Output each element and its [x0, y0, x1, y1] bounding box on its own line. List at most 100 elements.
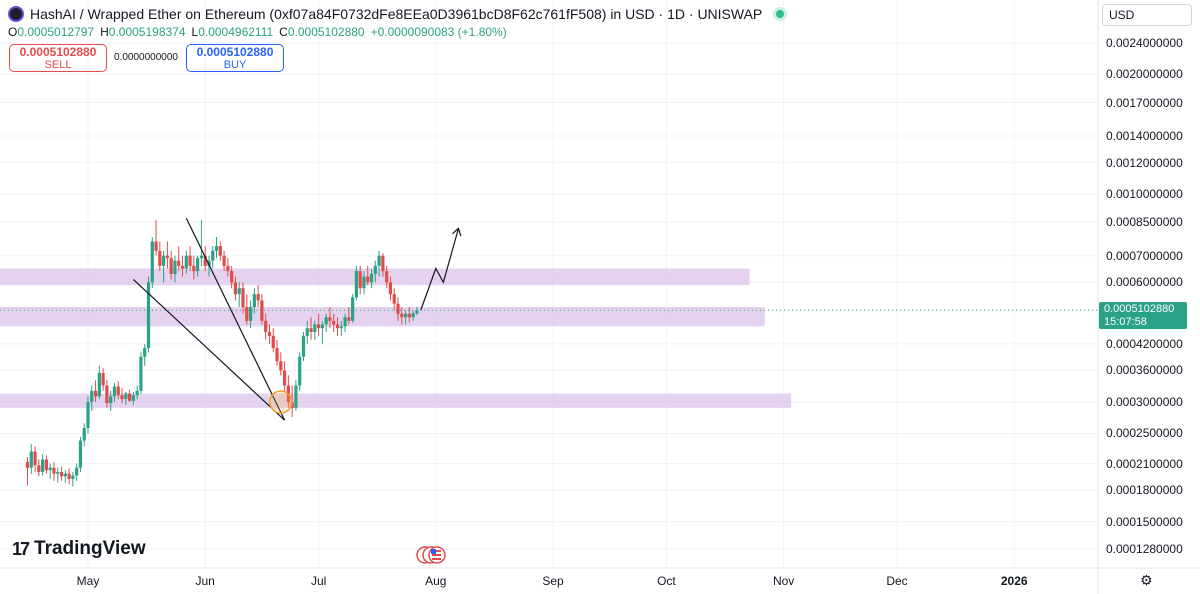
candle-body — [143, 348, 147, 357]
candle-body — [381, 255, 385, 272]
candle-body — [373, 265, 377, 274]
currency-select[interactable]: USD — [1102, 4, 1192, 26]
candle — [109, 390, 113, 411]
candle — [25, 457, 30, 486]
candle — [328, 307, 332, 329]
candle-body — [298, 356, 302, 386]
candle-body — [48, 467, 52, 471]
candle-body — [392, 294, 396, 304]
candle-body — [177, 260, 181, 266]
candle-body — [56, 471, 60, 474]
candle — [93, 380, 98, 402]
candle-body — [226, 265, 230, 272]
tradingview-mark-icon: 17 — [12, 538, 30, 559]
candle-body — [305, 328, 309, 336]
candle — [41, 453, 45, 476]
candle — [135, 385, 139, 400]
ohlc-key-low: L — [191, 25, 199, 39]
candle — [184, 250, 188, 274]
candle — [56, 467, 60, 483]
price-tick-label: 0.0001280000 — [1106, 542, 1183, 556]
candle-body — [124, 393, 128, 400]
buy-button[interactable]: 0.0005102880 BUY — [186, 44, 284, 72]
brand-name: TradingView — [34, 538, 146, 559]
candle-body — [267, 331, 272, 336]
symbol-header[interactable]: HashAI / Wrapped Ether on Ethereum (0xf0… — [8, 6, 785, 22]
candle-body — [192, 265, 196, 272]
candle — [248, 300, 253, 329]
candle — [165, 241, 169, 269]
candle-body — [366, 276, 370, 283]
candle-body — [154, 241, 158, 251]
candle — [44, 455, 49, 474]
candle — [154, 220, 158, 256]
candle — [358, 265, 362, 295]
spread-value: 0.0000000000 — [114, 52, 178, 63]
market-status-icon[interactable] — [776, 10, 785, 18]
trend-line — [132, 279, 285, 421]
candle — [112, 382, 117, 402]
candle — [196, 255, 200, 277]
candle-body — [112, 386, 117, 397]
candle-body — [324, 317, 328, 325]
ohlc-low: 0.0004962111 — [198, 25, 274, 39]
ohlc-change: +0.0000090083 (+1.80%) — [370, 25, 507, 39]
candle — [139, 352, 143, 394]
candle-body — [169, 258, 173, 274]
candle-body — [351, 297, 355, 321]
highlight-circle — [269, 390, 293, 414]
candle-body — [347, 317, 351, 321]
candle-body — [165, 255, 169, 259]
candle — [271, 328, 275, 353]
candle-body — [294, 385, 298, 408]
candle-body — [335, 324, 340, 329]
candle — [162, 250, 166, 283]
candle-body — [396, 303, 400, 314]
drawing-overlays — [0, 217, 1098, 421]
us-flag-events-icon[interactable] — [416, 546, 446, 564]
candle-body — [207, 260, 211, 266]
candle — [381, 253, 385, 277]
projection-path — [420, 228, 460, 311]
candle-body — [97, 372, 101, 397]
candle-body — [369, 273, 374, 283]
candle-body — [75, 467, 79, 476]
candle — [71, 471, 75, 487]
candle-body — [313, 324, 317, 332]
candle — [411, 310, 415, 321]
candle — [143, 343, 147, 366]
candle — [127, 389, 132, 402]
time-tick-label: Sep — [542, 574, 564, 588]
candle-body — [407, 313, 411, 318]
candle — [146, 276, 151, 353]
settings-gear-icon[interactable]: ⚙ — [1140, 572, 1153, 588]
candle-body — [82, 428, 86, 441]
candle — [362, 271, 366, 295]
price-tick-label: 0.0003600000 — [1106, 363, 1183, 378]
candle — [373, 260, 377, 283]
candle-body — [59, 471, 64, 477]
candle-body — [52, 467, 56, 474]
candle — [222, 250, 226, 272]
buy-label: BUY — [223, 59, 247, 71]
time-tick-label: Oct — [657, 574, 676, 588]
candle-body — [320, 324, 324, 329]
sell-button[interactable]: 0.0005102880 SELL — [9, 44, 107, 72]
candle-body — [233, 282, 238, 295]
price-tick-label: 0.0008500000 — [1106, 215, 1183, 230]
candle — [294, 380, 298, 411]
ohlc-close: 0.0005102880 — [287, 25, 365, 39]
candle-body — [105, 385, 109, 404]
candle — [407, 307, 411, 323]
candle-body — [362, 276, 366, 289]
candle — [332, 313, 336, 332]
candle-body — [252, 294, 256, 308]
price-tick-label: 0.0010000000 — [1106, 187, 1183, 202]
candle — [101, 368, 105, 391]
candle — [188, 246, 192, 272]
candle-body — [109, 396, 113, 404]
price-tick-label: 0.0007000000 — [1106, 248, 1183, 263]
candle-body — [332, 320, 336, 325]
candle — [52, 461, 56, 481]
